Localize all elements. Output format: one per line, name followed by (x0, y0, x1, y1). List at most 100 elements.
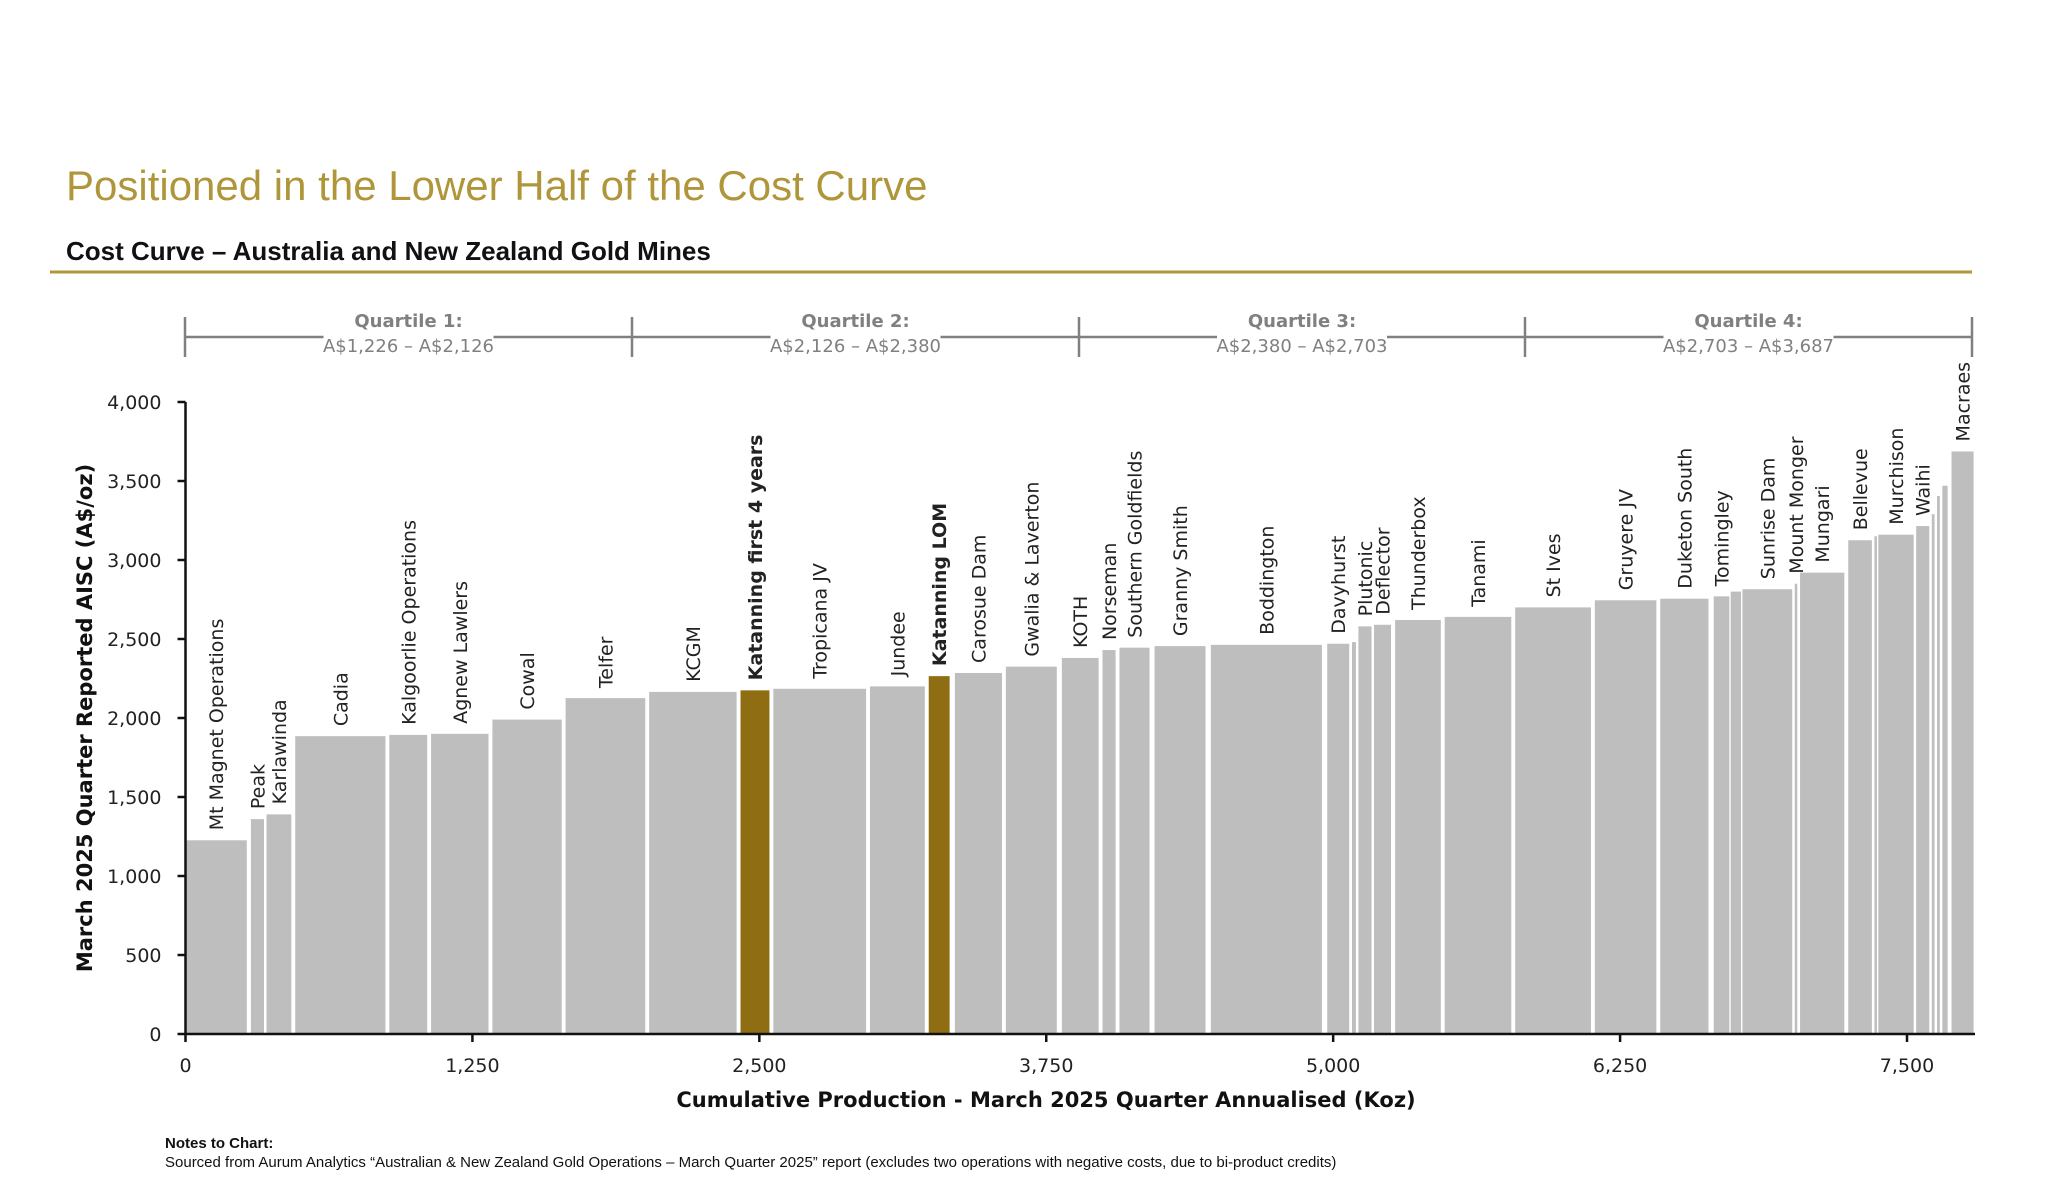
bar-mt-magnet-operations (185, 840, 247, 1034)
bar-label: Tropicana JV (810, 563, 832, 680)
x-tick-label: 3,750 (1019, 1055, 1073, 1077)
axes: 0 1,250 2,500 3,750 5,000 6,250 7,500 0 500 1,000… (107, 392, 1975, 1077)
bar-koth (1061, 657, 1099, 1034)
quartile-3-label: Quartile 3: (1248, 311, 1356, 332)
x-tick-label: 0 (179, 1055, 191, 1077)
bar-gruyere-jv (1594, 600, 1657, 1034)
x-axis-title: Cumulative Production - March 2025 Quart… (676, 1088, 1415, 1112)
bar-label: Kalgoorlie Operations (398, 520, 420, 725)
bar-southern-goldfields (1119, 647, 1150, 1034)
bar-plutonic (1358, 626, 1372, 1034)
quartile-4-range: A$2,703 – A$3,687 (1663, 336, 1834, 357)
bar-label: Mt Magnet Operations (206, 619, 228, 831)
bar-peak (250, 819, 265, 1034)
bar-label: Gwalia & Laverton (1021, 482, 1043, 657)
bar-label: KCGM (683, 626, 705, 682)
bar-label: Jundee (887, 611, 909, 677)
bar-deflector (1374, 624, 1392, 1034)
bars (185, 451, 1974, 1035)
bar-label: Granny Smith (1170, 505, 1192, 636)
bar-tanami (1444, 616, 1512, 1034)
bar-unlabelled-38 (1931, 514, 1935, 1034)
page-title: Positioned in the Lower Half of the Cost… (66, 162, 927, 209)
bar-unlabelled-21 (1351, 642, 1356, 1034)
bar-label: Carosue Dam (968, 535, 990, 663)
quartile-2-label: Quartile 2: (801, 311, 909, 332)
bar-label: Norseman (1099, 543, 1121, 640)
bar-macraes (1951, 451, 1974, 1035)
bar-tropicana-jv (773, 688, 867, 1034)
bar-gwalia-laverton (1005, 666, 1057, 1034)
notes-text: Sourced from Aurum Analytics “Australian… (165, 1154, 1336, 1171)
bar-unlabelled-35 (1874, 536, 1877, 1034)
y-tick-label: 2,500 (107, 629, 161, 651)
quartile-3-range: A$2,380 – A$2,703 (1216, 336, 1387, 357)
bar-cadia (295, 736, 386, 1034)
bar-kcgm (649, 691, 737, 1034)
bar-label: Katanning LOM (929, 503, 951, 666)
bar-jundee (869, 686, 925, 1034)
bar-label: Gruyere JV (1616, 489, 1638, 590)
bar-norseman (1102, 650, 1116, 1034)
bar-label: Plutonic (1355, 541, 1377, 617)
bar-label: Bellevue (1850, 448, 1872, 530)
bar-label: Peak (247, 764, 269, 809)
bar-label: Katanning first 4 years (745, 435, 767, 681)
bar-waihi (1916, 526, 1930, 1034)
bar-st-ives (1515, 607, 1591, 1034)
bar-label: Cadia (330, 672, 352, 726)
bar-unlabelled-39 (1937, 496, 1940, 1034)
y-tick-label: 0 (149, 1024, 161, 1046)
bar-thunderbox (1395, 620, 1441, 1034)
bar-duketon-south (1660, 598, 1709, 1034)
y-tick-label: 4,000 (107, 392, 161, 414)
x-tick-label: 1,250 (445, 1055, 499, 1077)
bar-boddington (1210, 644, 1322, 1034)
bar-bellevue (1848, 540, 1872, 1034)
bar-label: Murchison (1886, 428, 1908, 525)
bar-unlabelled-30 (1730, 591, 1742, 1034)
bar-label: Tomingley (1712, 490, 1734, 587)
bar-labels: Mt Magnet Operations Peak Karlawinda Cadia K… (206, 362, 1974, 830)
bar-unlabelled-40 (1942, 485, 1948, 1034)
bar-katanning-lom (928, 676, 950, 1034)
bar-tomingley (1713, 596, 1730, 1034)
bar-label: Duketon South (1674, 448, 1696, 589)
quartile-2-range: A$2,126 – A$2,380 (770, 336, 941, 357)
bar-label: Davyhurst (1328, 536, 1350, 634)
bar-davyhurst (1327, 643, 1350, 1034)
bar-sunrise-dam (1742, 589, 1793, 1034)
bar-kalgoorlie-operations (389, 734, 428, 1034)
y-tick-label: 500 (125, 945, 161, 967)
x-tick-label: 2,500 (732, 1055, 786, 1077)
y-tick-label: 1,500 (107, 787, 161, 809)
bar-label: Cowal (517, 652, 539, 709)
bar-telfer (565, 698, 646, 1034)
bar-label: Deflector (1373, 527, 1395, 614)
y-axis-title: March 2025 Quarter Reported AISC (A$/oz) (73, 464, 97, 972)
y-tick-label: 3,500 (107, 471, 161, 493)
bar-karlawinda (266, 814, 292, 1034)
bar-label: Mount Monger (1786, 436, 1808, 573)
bar-label: Agnew Lawlers (450, 581, 472, 724)
bar-cowal (492, 719, 562, 1034)
bar-label: Thunderbox (1408, 496, 1430, 611)
x-tick-label: 7,500 (1880, 1055, 1934, 1077)
quartile-4-label: Quartile 4: (1694, 311, 1802, 332)
x-tick-label: 6,250 (1593, 1055, 1647, 1077)
bar-label: Telfer (595, 636, 617, 689)
bar-label: Sunrise Dam (1757, 458, 1779, 580)
x-tick-label: 5,000 (1306, 1055, 1360, 1077)
chart-subtitle: Cost Curve – Australia and New Zealand G… (66, 236, 711, 266)
bar-agnew-lawlers (431, 733, 489, 1034)
bar-katanning-first-4-years (740, 690, 770, 1034)
y-tick-label: 3,000 (107, 550, 161, 572)
bar-label: Karlawinda (269, 699, 291, 804)
bar-murchison (1878, 534, 1914, 1034)
bar-label: Waihi (1913, 464, 1935, 516)
bar-mungari (1800, 572, 1845, 1034)
quartile-1-label: Quartile 1: (354, 311, 462, 332)
bar-label: Boddington (1256, 526, 1278, 635)
bar-label: Macraes (1953, 362, 1975, 442)
